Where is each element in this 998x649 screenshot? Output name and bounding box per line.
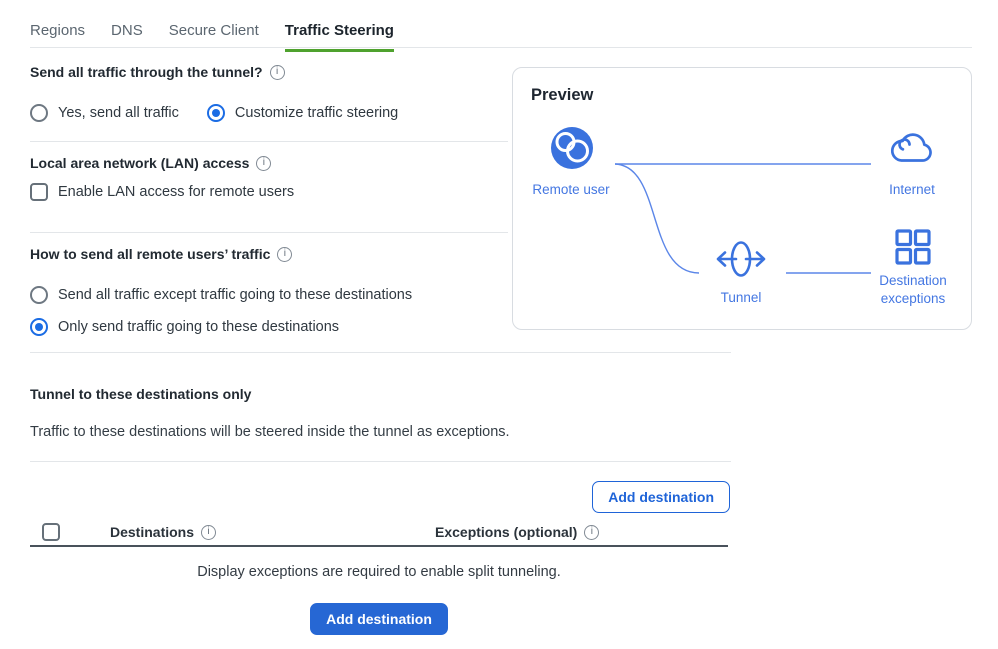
internet-label: Internet — [889, 182, 935, 197]
tab-traffic-steering[interactable]: Traffic Steering — [284, 22, 394, 52]
checkbox-enable-lan[interactable]: Enable LAN access for remote users — [30, 183, 294, 201]
radio-selected-icon[interactable] — [206, 104, 225, 122]
radio-option-only-send[interactable]: Only send traffic going to these destina… — [30, 318, 339, 336]
info-icon[interactable] — [256, 155, 272, 171]
info-icon[interactable] — [584, 524, 600, 540]
tab-bar: Regions DNS Secure Client Traffic Steeri… — [30, 22, 394, 52]
radio-label: Customize traffic steering — [234, 105, 399, 121]
radio-selected-icon[interactable] — [30, 318, 48, 336]
section-divider — [30, 352, 731, 353]
diagram-connectors — [614, 163, 871, 274]
tab-regions[interactable]: Regions — [30, 22, 86, 39]
destinations-header-text: Destinations — [110, 524, 195, 540]
radio-option-yes-send-all[interactable]: Yes, send all traffic — [30, 104, 179, 122]
tunnel-label: Tunnel — [720, 290, 762, 305]
tunnel-dest-title-text: Tunnel to these destinations only — [30, 386, 252, 402]
checkbox-icon[interactable] — [30, 183, 48, 201]
exceptions-header-text: Exceptions (optional) — [435, 524, 578, 540]
radio-label: Send all traffic except traffic going to… — [58, 287, 413, 303]
section-divider — [30, 141, 508, 142]
radio-option-customize[interactable]: Customize traffic steering — [206, 104, 399, 122]
select-all-checkbox[interactable] — [42, 523, 60, 541]
radio-label: Yes, send all traffic — [58, 105, 179, 121]
column-header-exceptions: Exceptions (optional) — [435, 524, 600, 540]
tunnel-dest-description: Traffic to these destinations will be st… — [30, 424, 510, 440]
send-all-title-text: Send all traffic through the tunnel? — [30, 64, 263, 80]
table-empty-message: Display exceptions are required to enabl… — [197, 564, 561, 580]
tunnel-icon — [716, 241, 766, 277]
radio-option-send-all-except[interactable]: Send all traffic except traffic going to… — [30, 286, 412, 304]
tunnel-dest-section-title: Tunnel to these destinations only — [30, 386, 251, 402]
column-header-destinations: Destinations — [110, 524, 217, 540]
radio-icon[interactable] — [30, 286, 48, 304]
how-section-title: How to send all remote users’ traffic — [30, 246, 293, 262]
tab-dns[interactable]: DNS — [111, 22, 143, 39]
footer-button-wrap: Add destination — [30, 603, 728, 635]
send-all-options: Yes, send all traffic Customize traffic … — [30, 104, 398, 122]
radio-label: Only send traffic going to these destina… — [58, 319, 340, 335]
destination-exceptions-label: Destination exceptions — [879, 273, 947, 307]
send-all-section-title: Send all traffic through the tunnel? — [30, 64, 285, 80]
section-divider — [30, 232, 508, 233]
how-title-text: How to send all remote users’ traffic — [30, 246, 271, 262]
radio-icon[interactable] — [30, 104, 48, 122]
lan-options: Enable LAN access for remote users — [30, 183, 294, 201]
add-destination-button[interactable]: Add destination — [592, 481, 730, 513]
lan-title-text: Local area network (LAN) access — [30, 155, 250, 171]
how-option-except-row: Send all traffic except traffic going to… — [30, 286, 412, 304]
table-header-rule — [30, 545, 728, 547]
preview-card: Preview Remote user Internet — [512, 67, 972, 330]
info-icon[interactable] — [277, 246, 293, 262]
preview-title: Preview — [531, 86, 594, 104]
remote-user-label: Remote user — [532, 182, 610, 197]
info-icon[interactable] — [201, 524, 217, 540]
internet-cloud-icon — [890, 133, 932, 162]
info-icon[interactable] — [269, 64, 285, 80]
remote-user-icon — [551, 127, 593, 169]
lan-section-title: Local area network (LAN) access — [30, 155, 272, 171]
tab-secure-client[interactable]: Secure Client — [168, 22, 259, 39]
tabbar-divider — [30, 47, 972, 48]
add-destination-button-primary[interactable]: Add destination — [310, 603, 448, 635]
checkbox-label: Enable LAN access for remote users — [58, 184, 295, 200]
section-divider — [30, 461, 731, 462]
how-option-only-row: Only send traffic going to these destina… — [30, 318, 339, 336]
destination-exceptions-icon — [895, 229, 931, 265]
